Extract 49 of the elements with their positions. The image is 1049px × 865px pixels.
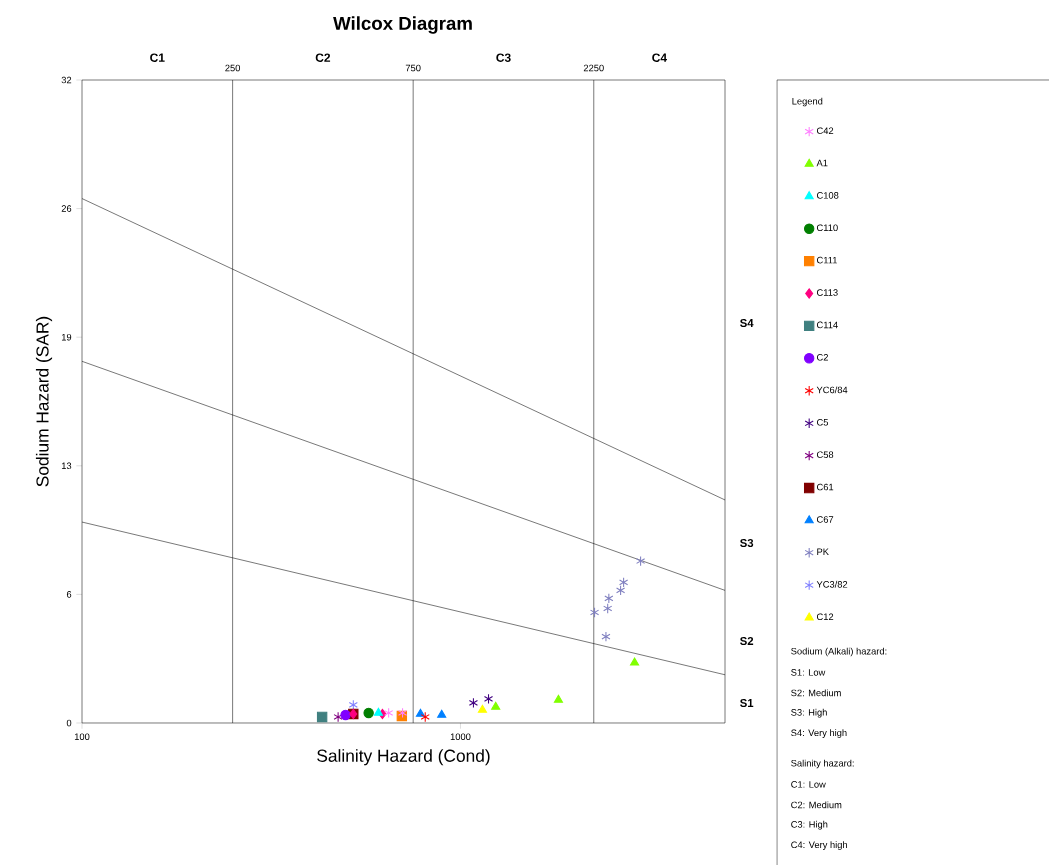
ref-line-label: 250	[225, 64, 241, 72]
y-tick-label: 13	[61, 462, 72, 470]
text: C3	[496, 53, 511, 62]
legend-label: C111	[817, 256, 837, 264]
ref-line-label: 750	[405, 64, 421, 72]
y-axis-title: Sodium Hazard (SAR)	[35, 316, 53, 487]
legend-label: YC3/82	[816, 580, 848, 588]
text: S1	[740, 699, 754, 708]
legend-label: YC6/84	[816, 386, 848, 394]
y-tick-label: 6	[66, 591, 72, 598]
text: C1	[150, 53, 165, 62]
text: S3: High	[791, 708, 827, 718]
text: C3: High	[791, 820, 828, 830]
y-tick-label: 26	[61, 205, 72, 212]
text: S2	[740, 637, 754, 645]
x-axis-title: Salinity Hazard (Cond)	[317, 749, 490, 766]
text: C2	[315, 53, 331, 62]
legend-label: C5	[817, 419, 829, 426]
text: Salinity hazard:	[791, 759, 854, 769]
text: S3	[740, 538, 754, 548]
legend-title: Legend	[792, 97, 823, 107]
text: C4: Very high	[791, 841, 847, 850]
text: C2: Medium	[791, 801, 842, 809]
legend-label: C12	[817, 613, 834, 621]
legend-label: PK	[817, 548, 829, 555]
text: C4	[652, 53, 667, 62]
legend-label: C2	[817, 354, 828, 361]
y-tick-label: 0	[66, 719, 72, 727]
x-tick-label: 1000	[450, 733, 471, 740]
text: S1: Low	[791, 669, 826, 676]
chart-title: Wilcox Diagram	[333, 16, 472, 34]
text: Sodium (Alkali) hazard:	[791, 647, 887, 657]
legend-label: A1	[816, 159, 828, 167]
y-tick-label: 32	[61, 76, 72, 84]
x-tick-label: 100	[74, 733, 90, 740]
legend-label: C114	[817, 321, 838, 329]
text: C1: Low	[791, 781, 826, 788]
text: S2: Medium	[791, 689, 841, 697]
legend-label: C58	[817, 451, 834, 458]
y-tick-label: 19	[61, 333, 72, 341]
legend-label: C67	[817, 516, 834, 523]
text: S4: Very high	[791, 729, 847, 738]
legend-label: C108	[817, 192, 839, 199]
legend-label: C110	[817, 224, 838, 232]
legend-label: C113	[817, 289, 838, 296]
legend-label: C42	[817, 127, 834, 134]
legend-label: C61	[817, 483, 834, 491]
text: S4	[740, 318, 754, 327]
ref-line-label: 2250	[583, 64, 604, 72]
